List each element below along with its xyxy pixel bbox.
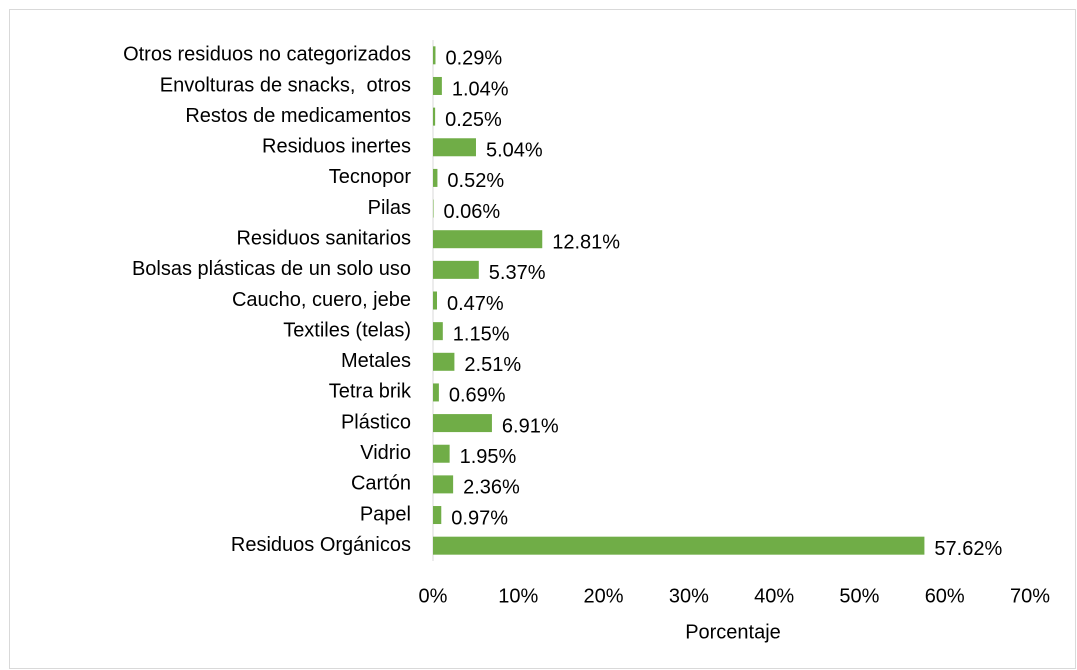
chart-border <box>9 9 1076 669</box>
bar <box>433 414 492 433</box>
bar <box>433 138 476 157</box>
x-tick-label: 70% <box>1010 585 1050 607</box>
data-label: 6.91% <box>502 415 559 437</box>
bar <box>433 291 438 310</box>
y-tick-label: Metales <box>341 350 411 372</box>
data-label: 5.37% <box>489 262 546 284</box>
data-label: 0.97% <box>451 507 508 529</box>
bar <box>433 506 442 525</box>
y-tick-label: Vidrio <box>360 442 411 464</box>
data-label: 0.69% <box>449 385 506 407</box>
bar <box>433 322 443 341</box>
y-tick-label: Tetra brik <box>329 381 412 403</box>
y-tick-label: Restos de medicamentos <box>185 105 411 127</box>
y-tick-label: Caucho, cuero, jebe <box>232 289 411 311</box>
x-tick-label: 10% <box>498 585 538 607</box>
y-tick-label: Otros residuos no categorizados <box>123 44 411 66</box>
x-tick-label: 0% <box>419 585 448 607</box>
x-axis-label: Porcentaje <box>685 621 781 643</box>
y-tick-label: Residuos sanitarios <box>236 227 411 249</box>
bar <box>433 475 454 494</box>
bar <box>433 352 455 371</box>
bar <box>433 168 438 187</box>
y-tick-label: Residuos Orgánicos <box>231 534 411 556</box>
bar <box>433 76 442 95</box>
bar <box>433 260 479 279</box>
y-tick-label: Pilas <box>368 197 411 219</box>
data-label: 0.47% <box>447 293 504 315</box>
bar <box>433 383 439 402</box>
bar <box>433 444 450 463</box>
bar <box>433 199 434 218</box>
data-label: 2.51% <box>464 354 521 376</box>
data-label: 0.06% <box>444 201 501 223</box>
data-label: 1.04% <box>452 78 509 100</box>
data-label: 2.36% <box>463 477 520 499</box>
data-label: 0.52% <box>447 170 504 192</box>
data-label: 57.62% <box>934 538 1002 560</box>
y-tick-label: Textiles (telas) <box>283 319 411 341</box>
bar <box>433 46 436 65</box>
data-label: 1.15% <box>453 323 510 345</box>
bar <box>433 107 436 126</box>
y-tick-label: Cartón <box>351 473 411 495</box>
y-tick-label: Tecnopor <box>329 166 412 188</box>
y-tick-label: Envolturas de snacks, otros <box>160 74 411 96</box>
x-tick-label: 30% <box>669 585 709 607</box>
bar <box>433 536 925 555</box>
data-label: 0.29% <box>445 48 502 70</box>
data-label: 5.04% <box>486 140 543 162</box>
data-label: 1.95% <box>460 446 517 468</box>
data-label: 12.81% <box>552 231 620 253</box>
y-tick-label: Plástico <box>341 411 411 433</box>
x-tick-label: 20% <box>584 585 624 607</box>
y-tick-label: Bolsas plásticas de un solo uso <box>132 258 411 280</box>
x-tick-label: 60% <box>925 585 965 607</box>
data-label: 0.25% <box>445 109 502 131</box>
y-tick-label: Papel <box>360 503 411 525</box>
x-tick-label: 50% <box>839 585 879 607</box>
x-tick-label: 40% <box>754 585 794 607</box>
y-tick-label: Residuos inertes <box>262 136 411 158</box>
bar <box>433 230 543 249</box>
